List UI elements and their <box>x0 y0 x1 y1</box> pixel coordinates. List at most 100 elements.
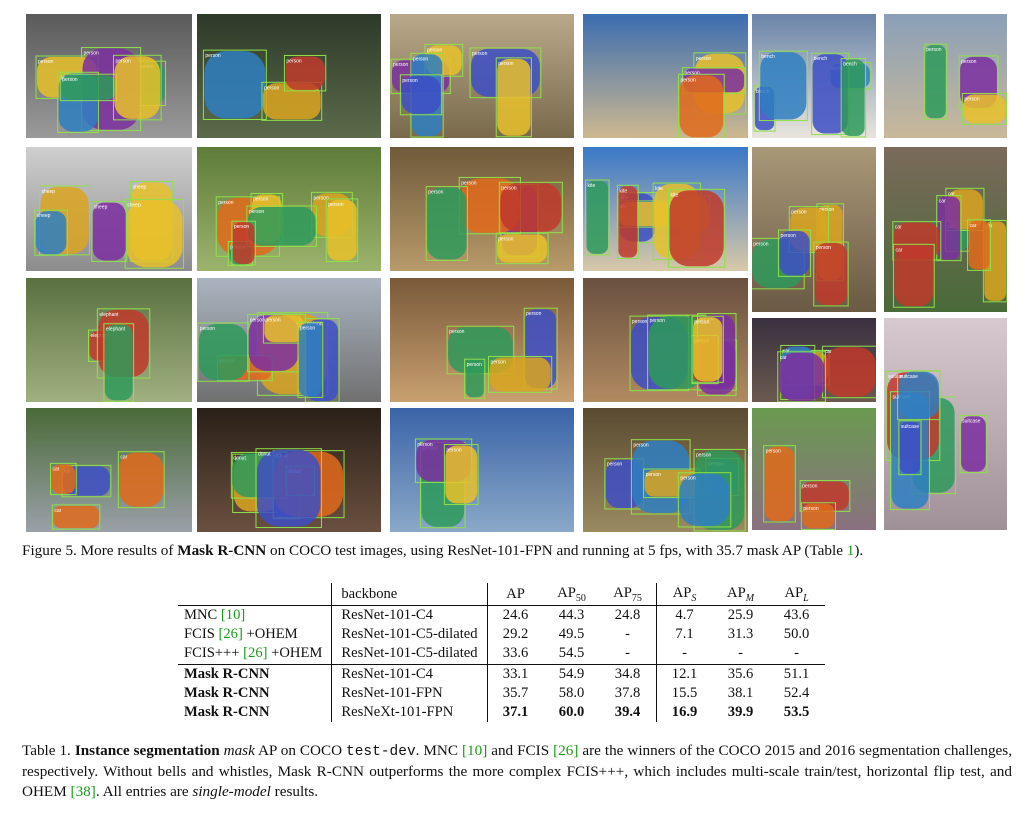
instance-mask <box>51 464 76 494</box>
instance-mask <box>669 190 724 267</box>
detection-box <box>923 43 948 120</box>
instance-mask <box>489 357 551 392</box>
row-ap: 29.2 <box>486 625 544 645</box>
detection-box <box>616 184 639 259</box>
detection-label: person <box>413 56 429 62</box>
row-citation-link[interactable]: [10] <box>220 607 246 624</box>
detection-label: kite <box>655 186 663 192</box>
instance-mask <box>984 221 1007 301</box>
detection-label: person <box>218 200 234 206</box>
figure-caption-method: Mask R-CNN <box>177 542 267 559</box>
detection-label: person <box>115 58 131 64</box>
table-reference-link[interactable]: 1 <box>846 542 855 559</box>
detection-label: person <box>234 224 250 230</box>
detection-box <box>758 50 808 122</box>
table-row: Mask R-CNN ResNeXt-101-FPN 37.1 60.0 39.4 16.… <box>178 702 825 723</box>
citation-link-38[interactable]: [38] <box>70 783 96 801</box>
detection-label: person <box>646 472 662 478</box>
table-body: MNC [10] ResNet-101-C4 24.6 44.3 24.8 4.7 25.9… <box>178 605 825 723</box>
detection-box <box>464 358 486 399</box>
detection-label: person <box>449 329 465 335</box>
header-backbone: backbone <box>331 583 488 606</box>
instance-mask <box>35 211 67 255</box>
row-citation-link[interactable]: [26] <box>243 645 268 662</box>
instance-mask <box>61 75 116 100</box>
detection-box <box>103 323 135 402</box>
instance-mask <box>812 54 848 134</box>
instance-mask <box>802 503 835 529</box>
result-image-r2c5: person person person person person <box>752 147 876 312</box>
detection-label: suitcase <box>901 424 920 430</box>
figure-caption-suffix: ). <box>854 542 864 559</box>
instance-mask <box>401 75 441 114</box>
table-caption-text-4: are the winners of the COCO 2015 and 201… <box>22 742 1012 801</box>
table-caption-text-1: AP on COCO <box>254 742 347 759</box>
detection-box <box>443 444 479 506</box>
table-caption-text-5: . All entries are <box>95 783 193 801</box>
row-citation-link[interactable]: [26] <box>218 626 243 643</box>
detection-label: kite <box>588 183 596 189</box>
detection-label: person <box>253 197 269 203</box>
detection-label: car <box>948 191 955 197</box>
row-aps: 4.7 <box>655 605 713 626</box>
detection-label: person <box>472 51 488 57</box>
row-apm: 31.3 <box>727 626 754 643</box>
result-image-r1c2: person person person <box>197 14 381 138</box>
table-caption-label: Table 1. <box>22 742 75 759</box>
header-aps-sub: S <box>691 592 697 604</box>
detection-box <box>691 315 724 383</box>
figure-caption-text: on COCO test images, using ResNet-101-FP… <box>266 542 847 559</box>
detection-label: person <box>417 442 433 448</box>
citation-link-26[interactable]: [26] <box>553 742 579 759</box>
row-method-name: FCIS+++ <box>184 645 244 662</box>
header-apl: APL <box>768 583 825 606</box>
table-row: FCIS+++ [26] +OHEM ResNet-101-C5-dilated 3… <box>178 644 825 665</box>
detection-box <box>57 71 99 133</box>
detection-box <box>495 57 532 138</box>
detection-label: sheep <box>37 213 51 219</box>
header-apl-sub: L <box>803 592 809 604</box>
row-aps: 16.9 <box>655 702 713 723</box>
detection-label: person <box>393 62 409 68</box>
detection-label: person <box>607 462 623 468</box>
row-method-suffix: +OHEM <box>242 626 298 643</box>
table-caption-text-3: and FCIS <box>487 742 554 759</box>
detection-label: person <box>694 319 710 325</box>
detection-box <box>297 321 324 398</box>
table-caption: Table 1. Instance segmentation mask AP o… <box>22 741 1012 802</box>
instance-mask <box>779 230 810 276</box>
detection-box <box>777 351 826 402</box>
detection-box <box>678 73 725 138</box>
instance-mask <box>264 315 305 343</box>
detection-label: person <box>498 236 514 242</box>
result-image-r2c4: kitekitekitekitekitekitekite <box>583 147 748 271</box>
detection-label: car <box>895 247 902 253</box>
row-ap50: 54.9 <box>543 663 600 684</box>
detection-box <box>487 355 553 393</box>
instance-mask <box>256 449 321 527</box>
row-apm: 35.6 <box>712 663 769 684</box>
detection-label: person <box>264 85 280 91</box>
instance-mask <box>53 505 99 529</box>
figure-caption: Figure 5. More results of Mask R-CNN on … <box>22 541 1012 561</box>
detection-label: suitcase <box>962 418 981 424</box>
instance-mask <box>198 323 249 381</box>
detection-label: person <box>816 245 832 251</box>
detection-label: person <box>249 209 265 215</box>
detection-label: suitcase <box>900 374 919 380</box>
header-aps-base: AP <box>672 584 692 601</box>
instance-mask <box>679 75 724 138</box>
row-ap: 35.7 <box>486 683 544 703</box>
row-method-name: Mask R-CNN <box>184 704 270 721</box>
instance-mask <box>232 222 255 264</box>
detection-label: person <box>427 47 443 53</box>
citation-link-10[interactable]: [10] <box>461 742 488 759</box>
detection-label: person <box>402 78 418 84</box>
detection-label: person <box>753 241 769 247</box>
header-ap50-base: AP <box>557 584 576 601</box>
instance-mask <box>500 183 562 232</box>
result-image-r3c1: elephantelephantelephantelephant <box>26 278 192 402</box>
detection-label: person <box>526 311 542 317</box>
